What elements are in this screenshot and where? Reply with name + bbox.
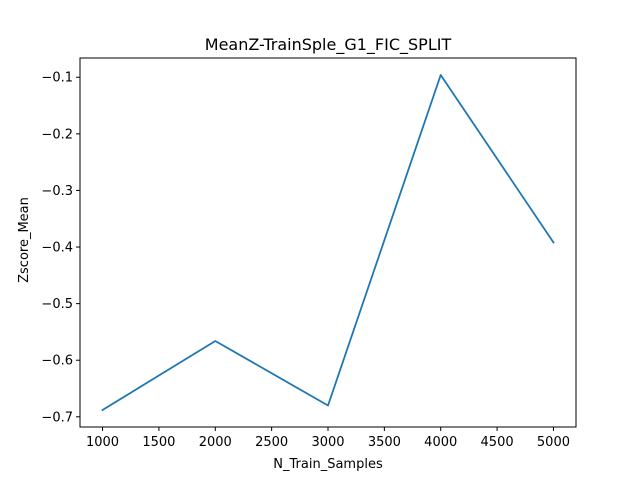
x-tick-label: 4000 xyxy=(424,435,457,450)
x-tick-label: 2000 xyxy=(199,435,232,450)
x-tick-label: 1000 xyxy=(86,435,119,450)
x-tick-label: 4500 xyxy=(481,435,514,450)
y-tick-label: −0.7 xyxy=(41,410,73,425)
x-tick-label: 3500 xyxy=(368,435,401,450)
y-tick-label: −0.6 xyxy=(41,354,73,369)
x-tick-label: 3000 xyxy=(311,435,344,450)
x-tick-label: 5000 xyxy=(537,435,570,450)
y-axis-label: Zscore_Mean xyxy=(17,197,32,283)
y-tick-label: −0.5 xyxy=(41,297,73,312)
y-tick-label: −0.1 xyxy=(41,71,73,86)
x-tick-label: 1500 xyxy=(142,435,175,450)
chart-title: MeanZ-TrainSple_G1_FIC_SPLIT xyxy=(205,35,452,55)
y-axis: −0.7 −0.6 −0.5 −0.4 −0.3 −0.2 −0.1 xyxy=(41,71,80,425)
y-tick-label: −0.4 xyxy=(41,241,73,256)
x-axis-label: N_Train_Samples xyxy=(273,457,383,472)
x-tick-label: 2500 xyxy=(255,435,288,450)
x-axis: 1000 1500 2000 2500 3000 3500 4000 4500 5000 xyxy=(86,427,570,450)
y-tick-label: −0.2 xyxy=(41,127,73,142)
y-tick-label: −0.3 xyxy=(41,184,73,199)
series-group xyxy=(101,74,555,412)
series-line xyxy=(101,74,555,412)
